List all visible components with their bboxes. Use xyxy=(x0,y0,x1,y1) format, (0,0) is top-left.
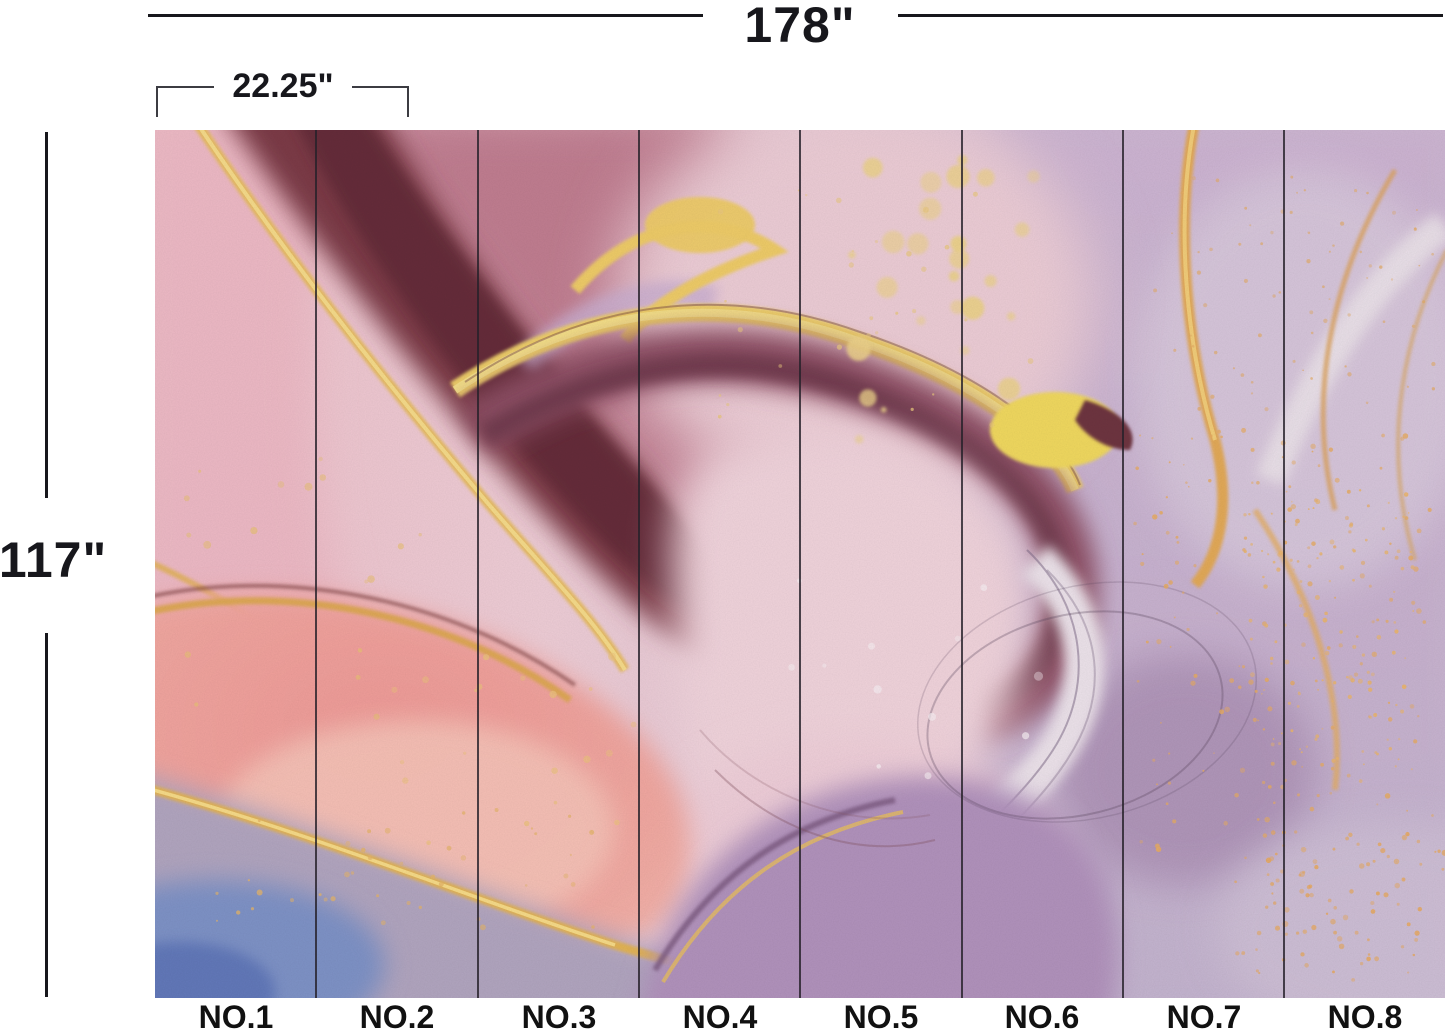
marble-art xyxy=(155,130,1445,998)
total-width-label: 178" xyxy=(744,0,856,53)
panel-divider-1 xyxy=(315,130,317,998)
panel-width-label: 22.25" xyxy=(232,67,334,105)
panel-divider-2 xyxy=(477,130,479,998)
total-width-line-left xyxy=(148,14,703,17)
total-height-label: 117" xyxy=(0,532,108,588)
panel-divider-7 xyxy=(1283,130,1285,998)
panel-label-7: NO.7 xyxy=(1166,999,1242,1035)
total-width-line-right xyxy=(898,14,1443,17)
panel-label-1: NO.1 xyxy=(198,999,274,1035)
mural-image xyxy=(155,130,1445,998)
panel-width-bracket-right-horizontal xyxy=(352,86,409,88)
panel-label-3: NO.3 xyxy=(521,999,597,1035)
panel-divider-4 xyxy=(799,130,801,998)
panel-label-8: NO.8 xyxy=(1327,999,1403,1035)
panel-width-bracket-right-tick xyxy=(407,86,409,117)
total-height-line-bottom xyxy=(45,633,48,997)
panel-label-6: NO.6 xyxy=(1004,999,1080,1035)
panel-divider-5 xyxy=(961,130,963,998)
panel-label-5: NO.5 xyxy=(843,999,919,1035)
panel-label-4: NO.4 xyxy=(682,999,758,1035)
panel-label-2: NO.2 xyxy=(359,999,435,1035)
panel-width-bracket-left-horizontal xyxy=(156,86,214,88)
total-height-line-top xyxy=(45,132,48,498)
panel-divider-3 xyxy=(638,130,640,998)
panel-divider-6 xyxy=(1122,130,1124,998)
panel-width-bracket-left-tick xyxy=(156,86,158,117)
